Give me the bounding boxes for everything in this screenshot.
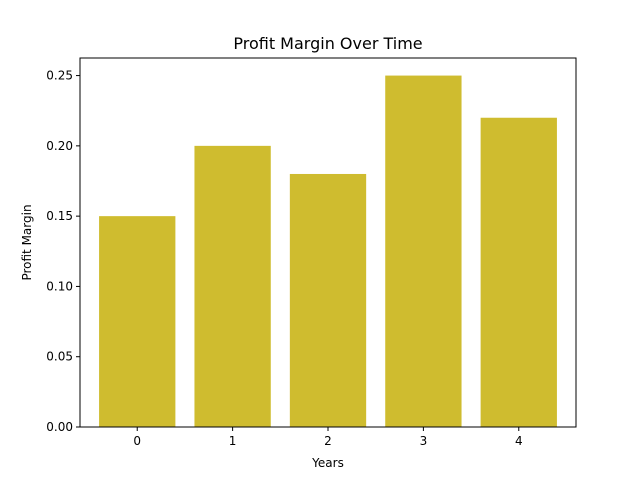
chart-title: Profit Margin Over Time: [233, 34, 422, 53]
bars-group: [99, 75, 557, 428]
x-axis-label: Years: [311, 456, 344, 470]
bar-2: [289, 173, 367, 427]
y-tick-label: 0.00: [46, 420, 73, 434]
x-tick-label: 3: [420, 434, 428, 448]
y-axis-ticks: 0.00 0.05 0.10 0.15 0.20 0.25: [46, 69, 80, 434]
y-tick-label: 0.25: [46, 69, 73, 83]
x-tick-label: 2: [324, 434, 332, 448]
bar-3: [385, 75, 462, 428]
y-tick-label: 0.15: [46, 209, 73, 223]
y-tick-label: 0.05: [46, 350, 73, 364]
x-tick-label: 4: [515, 434, 523, 448]
y-tick-label: 0.10: [46, 279, 73, 293]
y-tick-label: 0.20: [46, 139, 73, 153]
bar-1: [194, 145, 271, 427]
plot-frame: [79, 57, 577, 428]
x-tick-label: 1: [229, 434, 237, 448]
bar-4: [480, 117, 557, 427]
bar-0: [99, 216, 176, 427]
y-axis-label: Profit Margin: [20, 204, 34, 280]
x-tick-label: 0: [133, 434, 141, 448]
x-axis-ticks: 0 1 2 3 4: [133, 427, 523, 448]
